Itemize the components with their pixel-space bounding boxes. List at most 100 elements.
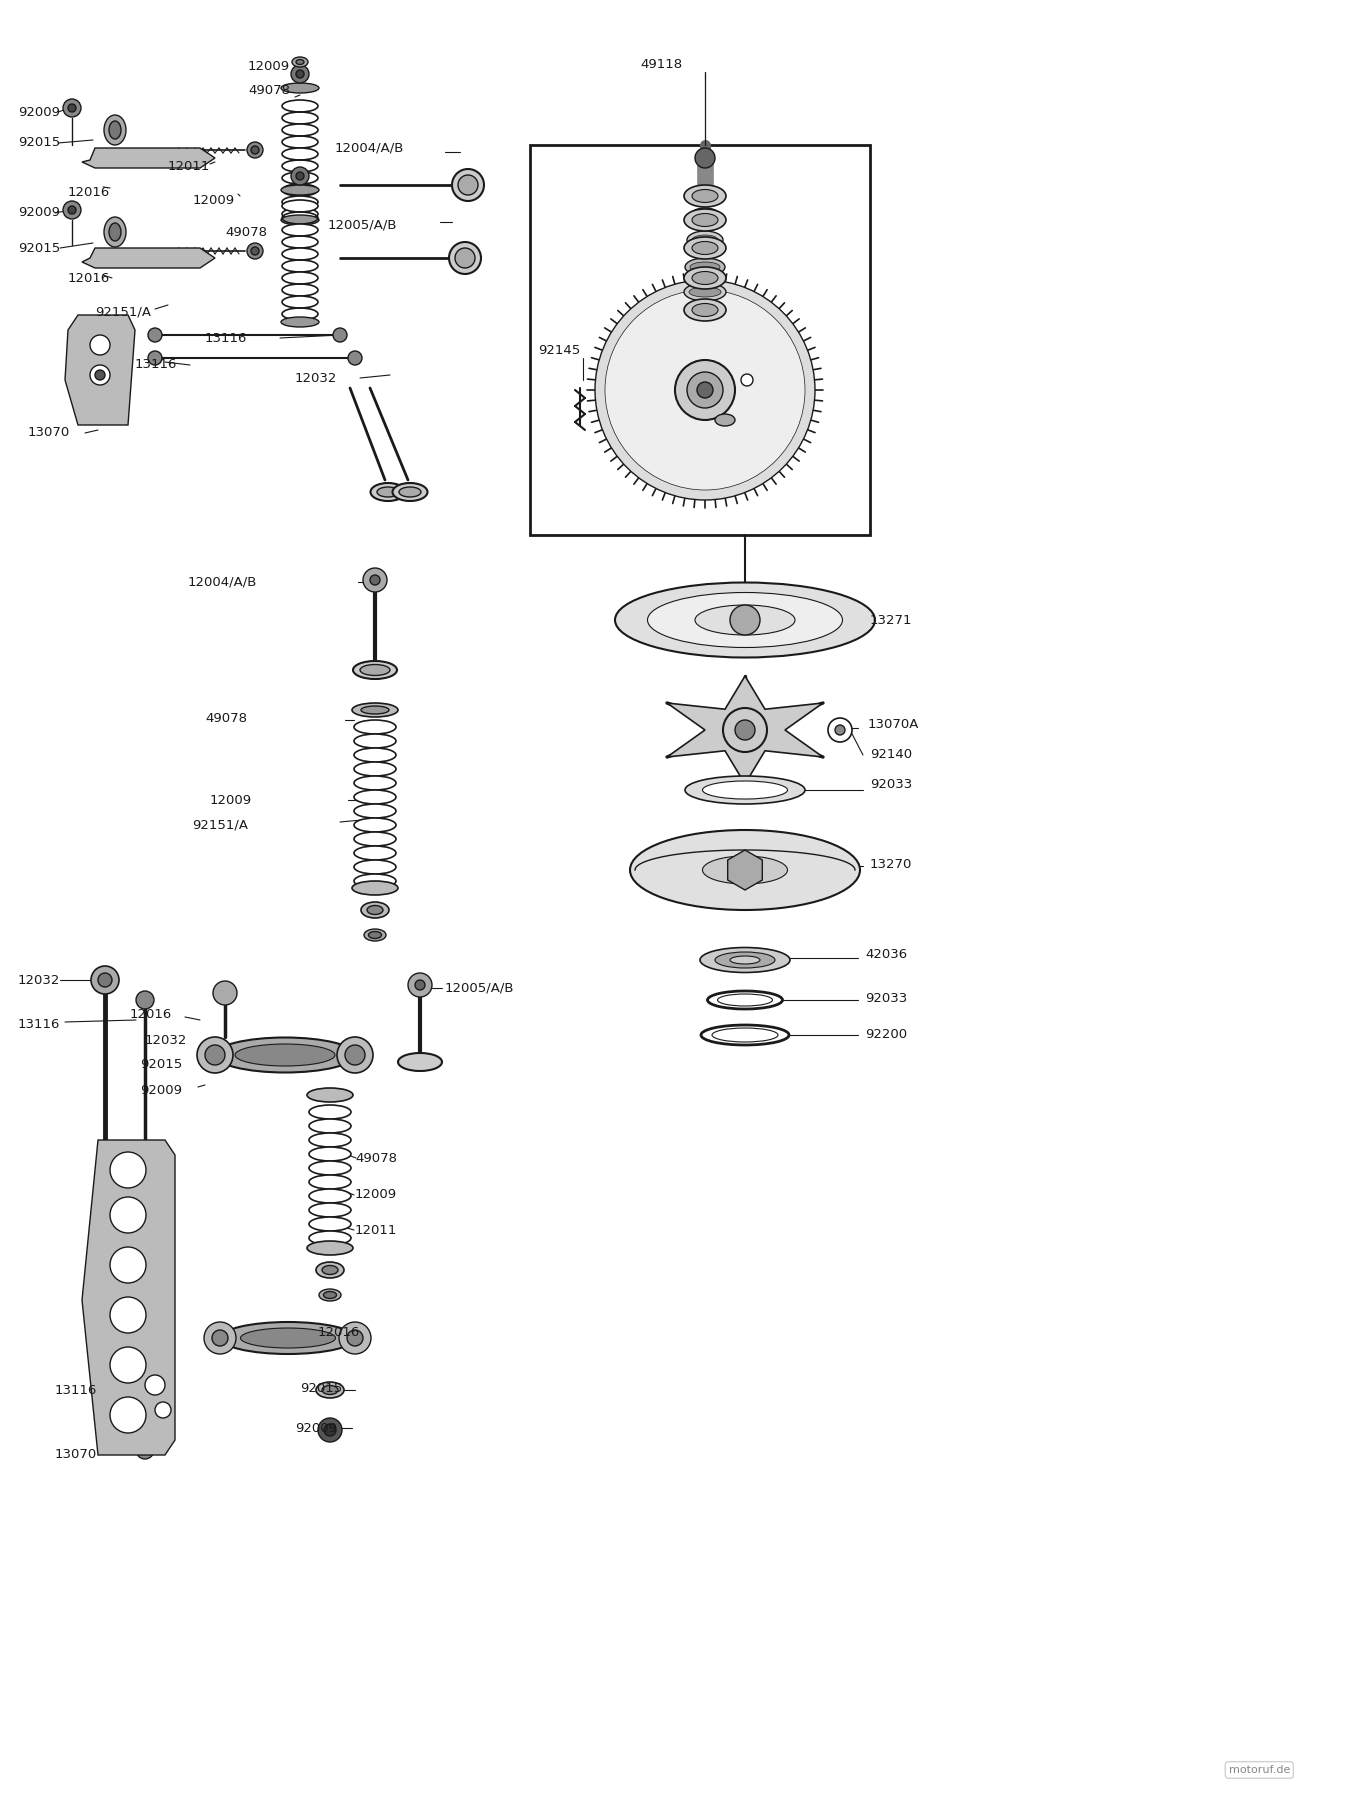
Circle shape — [347, 351, 362, 365]
Ellipse shape — [700, 947, 790, 972]
Ellipse shape — [690, 263, 721, 272]
Text: 12009: 12009 — [356, 1188, 397, 1202]
Circle shape — [251, 247, 260, 256]
Text: 92033: 92033 — [869, 778, 913, 792]
Ellipse shape — [684, 185, 726, 207]
Ellipse shape — [354, 846, 396, 860]
Ellipse shape — [310, 1202, 352, 1217]
Ellipse shape — [283, 200, 318, 212]
Polygon shape — [65, 315, 135, 425]
Text: 92009: 92009 — [18, 207, 59, 220]
Text: 92009: 92009 — [141, 1084, 183, 1096]
Ellipse shape — [215, 1037, 356, 1073]
Ellipse shape — [699, 193, 711, 202]
Ellipse shape — [319, 1289, 341, 1301]
Ellipse shape — [281, 214, 319, 225]
Ellipse shape — [687, 230, 723, 248]
Ellipse shape — [353, 661, 397, 679]
Ellipse shape — [684, 238, 726, 259]
Ellipse shape — [110, 223, 120, 241]
Ellipse shape — [692, 189, 718, 203]
Circle shape — [735, 720, 754, 740]
Text: 42036: 42036 — [865, 949, 907, 961]
Ellipse shape — [235, 1044, 335, 1066]
Ellipse shape — [715, 952, 775, 968]
Circle shape — [64, 202, 81, 220]
Circle shape — [137, 992, 154, 1010]
Text: 49078: 49078 — [247, 83, 289, 97]
Ellipse shape — [310, 1175, 352, 1190]
Ellipse shape — [281, 317, 319, 328]
Ellipse shape — [684, 266, 726, 290]
Ellipse shape — [354, 860, 396, 875]
Text: 13116: 13116 — [18, 1019, 61, 1031]
Ellipse shape — [713, 1028, 777, 1042]
Circle shape — [204, 1321, 237, 1354]
Circle shape — [110, 1152, 146, 1188]
Circle shape — [95, 371, 105, 380]
Circle shape — [68, 205, 76, 214]
Ellipse shape — [684, 209, 726, 230]
Ellipse shape — [692, 304, 718, 317]
Ellipse shape — [310, 1132, 352, 1147]
Ellipse shape — [370, 482, 406, 500]
Circle shape — [836, 725, 845, 734]
Text: 13116: 13116 — [206, 331, 247, 344]
Polygon shape — [82, 248, 215, 268]
Ellipse shape — [283, 248, 318, 259]
Ellipse shape — [316, 1382, 343, 1399]
Circle shape — [695, 148, 715, 167]
Circle shape — [675, 360, 735, 419]
Circle shape — [687, 373, 723, 409]
Polygon shape — [82, 148, 215, 167]
Ellipse shape — [281, 83, 319, 94]
Polygon shape — [667, 677, 823, 785]
Ellipse shape — [283, 272, 318, 284]
Text: 13116: 13116 — [55, 1384, 97, 1397]
Circle shape — [110, 1247, 146, 1283]
Ellipse shape — [361, 706, 389, 715]
Text: 12005/A/B: 12005/A/B — [329, 218, 397, 232]
Circle shape — [347, 1330, 362, 1346]
Ellipse shape — [695, 605, 795, 635]
Ellipse shape — [690, 286, 721, 297]
Text: 92140: 92140 — [869, 749, 913, 761]
Text: motoruf.de: motoruf.de — [1229, 1766, 1290, 1775]
Circle shape — [91, 335, 110, 355]
Text: 92033: 92033 — [865, 992, 907, 1004]
Ellipse shape — [685, 257, 725, 275]
Circle shape — [324, 1424, 337, 1436]
Ellipse shape — [354, 761, 396, 776]
Circle shape — [64, 99, 81, 117]
Ellipse shape — [458, 175, 479, 194]
Circle shape — [296, 173, 304, 180]
Text: 12016: 12016 — [68, 185, 111, 198]
Text: 12016: 12016 — [318, 1325, 360, 1339]
Text: 12004/A/B: 12004/A/B — [188, 576, 257, 589]
Circle shape — [408, 974, 433, 997]
Ellipse shape — [692, 241, 718, 254]
Text: 92015: 92015 — [141, 1058, 183, 1071]
Ellipse shape — [392, 482, 427, 500]
Ellipse shape — [354, 790, 396, 805]
Text: 49078: 49078 — [206, 711, 247, 724]
Ellipse shape — [322, 1386, 338, 1395]
Circle shape — [91, 967, 119, 994]
Ellipse shape — [354, 832, 396, 846]
Text: 13270: 13270 — [869, 859, 913, 871]
Text: 49078: 49078 — [356, 1152, 397, 1165]
Ellipse shape — [316, 1262, 343, 1278]
Circle shape — [137, 1442, 154, 1460]
Text: 92015: 92015 — [18, 241, 61, 254]
Ellipse shape — [399, 488, 420, 497]
Ellipse shape — [310, 1105, 352, 1120]
Ellipse shape — [718, 994, 772, 1006]
Circle shape — [723, 707, 767, 752]
Ellipse shape — [283, 101, 318, 112]
Ellipse shape — [685, 301, 725, 319]
Polygon shape — [82, 1139, 174, 1454]
Ellipse shape — [354, 776, 396, 790]
Ellipse shape — [685, 776, 804, 805]
Circle shape — [698, 382, 713, 398]
Text: 12004/A/B: 12004/A/B — [335, 142, 404, 155]
